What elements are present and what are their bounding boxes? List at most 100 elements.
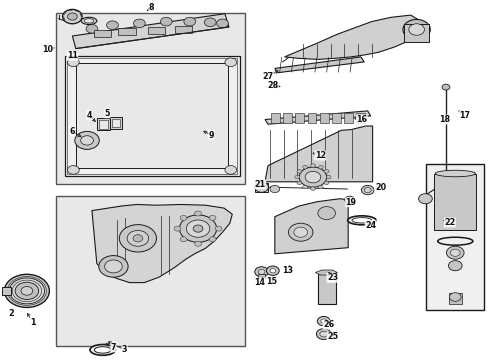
Text: 25: 25 bbox=[326, 332, 337, 341]
Circle shape bbox=[320, 319, 326, 323]
Circle shape bbox=[269, 185, 279, 193]
Bar bbox=[317, 273, 336, 304]
Text: 4: 4 bbox=[86, 111, 92, 120]
Circle shape bbox=[254, 267, 268, 277]
Bar bbox=[283, 113, 291, 123]
Circle shape bbox=[317, 207, 335, 220]
Circle shape bbox=[75, 131, 99, 149]
Text: 2: 2 bbox=[8, 310, 14, 319]
Circle shape bbox=[215, 226, 222, 231]
Bar bbox=[307, 113, 316, 123]
Circle shape bbox=[179, 215, 216, 242]
Bar bbox=[331, 113, 340, 123]
Circle shape bbox=[204, 18, 216, 27]
Ellipse shape bbox=[81, 17, 97, 24]
Circle shape bbox=[81, 136, 93, 145]
Circle shape bbox=[254, 182, 268, 192]
Text: 19: 19 bbox=[345, 198, 356, 207]
Bar bbox=[147, 27, 165, 34]
Text: 11: 11 bbox=[67, 51, 78, 60]
Circle shape bbox=[15, 282, 39, 300]
Bar bbox=[94, 30, 111, 37]
Circle shape bbox=[447, 261, 461, 271]
Circle shape bbox=[99, 256, 128, 277]
Circle shape bbox=[183, 17, 195, 26]
Ellipse shape bbox=[434, 170, 474, 177]
Circle shape bbox=[174, 226, 181, 231]
Bar bbox=[448, 293, 461, 304]
Bar bbox=[56, 196, 244, 346]
Bar bbox=[270, 113, 279, 123]
Circle shape bbox=[216, 19, 228, 28]
Circle shape bbox=[310, 187, 315, 190]
Circle shape bbox=[224, 58, 236, 67]
Text: 10: 10 bbox=[42, 45, 53, 54]
Ellipse shape bbox=[347, 216, 375, 225]
Circle shape bbox=[446, 246, 463, 259]
Circle shape bbox=[67, 166, 79, 174]
Text: 27: 27 bbox=[262, 72, 273, 81]
Circle shape bbox=[180, 215, 186, 220]
Polygon shape bbox=[274, 199, 347, 254]
Circle shape bbox=[160, 17, 172, 26]
Text: 5: 5 bbox=[104, 109, 110, 118]
Circle shape bbox=[318, 185, 323, 189]
Circle shape bbox=[133, 235, 142, 242]
Text: 20: 20 bbox=[374, 183, 385, 192]
Circle shape bbox=[293, 227, 307, 237]
Bar bbox=[97, 118, 109, 130]
Text: 28: 28 bbox=[266, 81, 278, 90]
Polygon shape bbox=[274, 57, 364, 73]
Polygon shape bbox=[92, 204, 232, 283]
Ellipse shape bbox=[94, 347, 111, 353]
Text: 24: 24 bbox=[365, 220, 375, 230]
Circle shape bbox=[324, 181, 328, 185]
Circle shape bbox=[299, 167, 326, 187]
Bar bbox=[295, 113, 304, 123]
Bar bbox=[319, 113, 328, 123]
Circle shape bbox=[325, 175, 330, 179]
Polygon shape bbox=[284, 15, 421, 59]
Circle shape bbox=[209, 237, 216, 242]
Circle shape bbox=[258, 269, 264, 274]
Ellipse shape bbox=[351, 217, 371, 223]
Polygon shape bbox=[264, 111, 370, 124]
Circle shape bbox=[318, 165, 323, 169]
Bar bbox=[433, 174, 475, 230]
Circle shape bbox=[288, 223, 312, 241]
Text: 26: 26 bbox=[323, 320, 333, 329]
Bar bbox=[67, 58, 236, 174]
Text: 1: 1 bbox=[30, 318, 36, 327]
Circle shape bbox=[21, 287, 33, 295]
Bar bbox=[118, 28, 136, 35]
Circle shape bbox=[302, 185, 307, 189]
Text: 8: 8 bbox=[148, 4, 154, 13]
Text: 17: 17 bbox=[458, 111, 469, 120]
Text: 6: 6 bbox=[69, 127, 75, 136]
Bar bbox=[2, 287, 11, 295]
Circle shape bbox=[224, 166, 236, 174]
Circle shape bbox=[266, 266, 279, 275]
Bar bbox=[76, 63, 228, 168]
Circle shape bbox=[193, 225, 203, 232]
Text: 15: 15 bbox=[265, 277, 276, 286]
Circle shape bbox=[133, 19, 145, 28]
Text: 9: 9 bbox=[208, 131, 214, 140]
Circle shape bbox=[408, 24, 424, 35]
Ellipse shape bbox=[90, 345, 115, 355]
Text: 12: 12 bbox=[314, 151, 325, 160]
Bar bbox=[403, 24, 428, 42]
Circle shape bbox=[296, 170, 301, 173]
Circle shape bbox=[194, 241, 201, 246]
Bar bbox=[56, 13, 244, 184]
Circle shape bbox=[317, 316, 329, 326]
Text: 22: 22 bbox=[443, 218, 455, 227]
Circle shape bbox=[86, 24, 98, 33]
Circle shape bbox=[316, 329, 330, 339]
Text: 23: 23 bbox=[326, 274, 337, 282]
Text: 13: 13 bbox=[282, 266, 292, 275]
Circle shape bbox=[180, 237, 186, 242]
Bar bbox=[426, 164, 483, 310]
Circle shape bbox=[209, 215, 216, 220]
Circle shape bbox=[418, 194, 431, 204]
